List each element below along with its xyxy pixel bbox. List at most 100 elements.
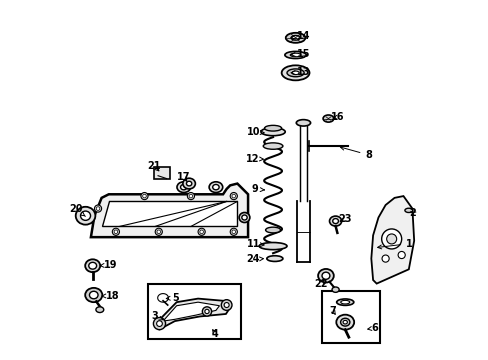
- Ellipse shape: [177, 182, 190, 193]
- Ellipse shape: [88, 262, 97, 269]
- Ellipse shape: [261, 128, 285, 136]
- Text: 21: 21: [147, 161, 161, 171]
- Ellipse shape: [336, 315, 353, 330]
- Text: 14: 14: [290, 31, 310, 41]
- Circle shape: [230, 193, 237, 200]
- Text: 8: 8: [340, 146, 371, 160]
- Ellipse shape: [322, 272, 329, 279]
- Circle shape: [155, 228, 162, 235]
- Circle shape: [381, 229, 401, 249]
- Circle shape: [114, 230, 118, 234]
- Text: 19: 19: [100, 260, 118, 270]
- Ellipse shape: [85, 288, 102, 302]
- Circle shape: [141, 193, 148, 200]
- Ellipse shape: [336, 299, 353, 305]
- Ellipse shape: [343, 320, 346, 324]
- Circle shape: [200, 230, 203, 234]
- Circle shape: [231, 230, 235, 234]
- Bar: [148, 284, 241, 339]
- Text: 13: 13: [290, 67, 310, 77]
- Text: 23: 23: [338, 214, 351, 224]
- Ellipse shape: [404, 208, 412, 212]
- Circle shape: [94, 205, 102, 212]
- Text: 11: 11: [246, 239, 264, 249]
- Circle shape: [156, 321, 162, 327]
- Ellipse shape: [285, 33, 305, 43]
- Text: 3: 3: [151, 311, 163, 321]
- Ellipse shape: [290, 53, 300, 57]
- Circle shape: [231, 194, 235, 198]
- Circle shape: [142, 194, 146, 198]
- Text: 20: 20: [69, 204, 85, 216]
- Ellipse shape: [81, 211, 90, 220]
- Text: 2: 2: [409, 208, 416, 218]
- Ellipse shape: [85, 259, 100, 272]
- Ellipse shape: [266, 256, 283, 261]
- Ellipse shape: [291, 71, 299, 75]
- Circle shape: [187, 193, 194, 200]
- Ellipse shape: [76, 207, 95, 225]
- Polygon shape: [157, 298, 229, 329]
- Ellipse shape: [180, 184, 186, 190]
- Circle shape: [386, 234, 396, 244]
- Ellipse shape: [286, 69, 304, 77]
- Circle shape: [230, 228, 237, 235]
- Circle shape: [204, 309, 209, 314]
- Ellipse shape: [290, 36, 300, 40]
- Ellipse shape: [264, 125, 281, 131]
- Text: 16: 16: [331, 112, 344, 122]
- Text: 10: 10: [246, 127, 264, 137]
- Text: 18: 18: [102, 291, 119, 301]
- Text: 7: 7: [329, 306, 336, 316]
- Ellipse shape: [242, 215, 246, 220]
- Ellipse shape: [331, 287, 339, 292]
- Ellipse shape: [89, 291, 98, 299]
- Ellipse shape: [317, 269, 333, 283]
- Circle shape: [153, 318, 165, 330]
- Text: 12: 12: [245, 154, 263, 163]
- Bar: [322, 291, 379, 342]
- Circle shape: [224, 302, 229, 307]
- Ellipse shape: [186, 181, 191, 186]
- Polygon shape: [102, 202, 237, 226]
- Circle shape: [397, 251, 405, 258]
- FancyBboxPatch shape: [154, 167, 170, 179]
- Ellipse shape: [212, 184, 219, 190]
- Ellipse shape: [332, 219, 338, 224]
- Ellipse shape: [296, 120, 310, 126]
- Text: 4: 4: [211, 329, 218, 339]
- Circle shape: [189, 194, 192, 198]
- Ellipse shape: [265, 227, 280, 233]
- Circle shape: [221, 300, 231, 310]
- Text: 1: 1: [377, 239, 412, 249]
- Text: 6: 6: [367, 323, 378, 333]
- Ellipse shape: [285, 51, 305, 59]
- Ellipse shape: [259, 243, 286, 249]
- Ellipse shape: [281, 65, 309, 80]
- Polygon shape: [370, 196, 413, 284]
- Text: 24: 24: [246, 254, 263, 264]
- Text: 17: 17: [177, 172, 190, 182]
- Text: 22: 22: [314, 279, 327, 289]
- Ellipse shape: [183, 178, 195, 189]
- Polygon shape: [91, 184, 247, 237]
- Ellipse shape: [329, 216, 341, 226]
- Circle shape: [96, 207, 100, 210]
- Ellipse shape: [96, 307, 103, 312]
- Ellipse shape: [340, 318, 349, 326]
- Text: 5: 5: [166, 293, 179, 303]
- Ellipse shape: [263, 143, 283, 149]
- Circle shape: [157, 230, 160, 234]
- Ellipse shape: [340, 300, 349, 304]
- Circle shape: [198, 228, 205, 235]
- Ellipse shape: [239, 212, 249, 222]
- Polygon shape: [158, 294, 168, 302]
- Circle shape: [112, 228, 119, 235]
- Circle shape: [202, 307, 211, 316]
- Ellipse shape: [323, 115, 333, 122]
- Ellipse shape: [209, 182, 222, 193]
- Polygon shape: [163, 302, 219, 321]
- Circle shape: [381, 255, 388, 262]
- Text: 9: 9: [251, 184, 264, 194]
- Text: 15: 15: [290, 49, 310, 59]
